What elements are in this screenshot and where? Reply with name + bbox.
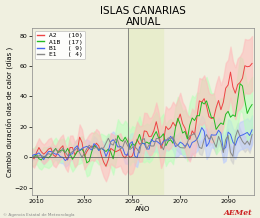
Text: AEMet: AEMet (224, 209, 252, 217)
Y-axis label: Cambio duración olas de calor (días ): Cambio duración olas de calor (días ) (5, 46, 13, 177)
Text: © Agencia Estatal de Meteorología: © Agencia Estatal de Meteorología (3, 213, 74, 217)
X-axis label: AÑO: AÑO (135, 206, 151, 213)
Legend: A2   (10), A1B  (17), B1   ( 9), E1   ( 4): A2 (10), A1B (17), B1 ( 9), E1 ( 4) (35, 31, 85, 59)
Bar (127, 28, 164, 195)
Title: ISLAS CANARIAS
ANUAL: ISLAS CANARIAS ANUAL (100, 5, 186, 27)
